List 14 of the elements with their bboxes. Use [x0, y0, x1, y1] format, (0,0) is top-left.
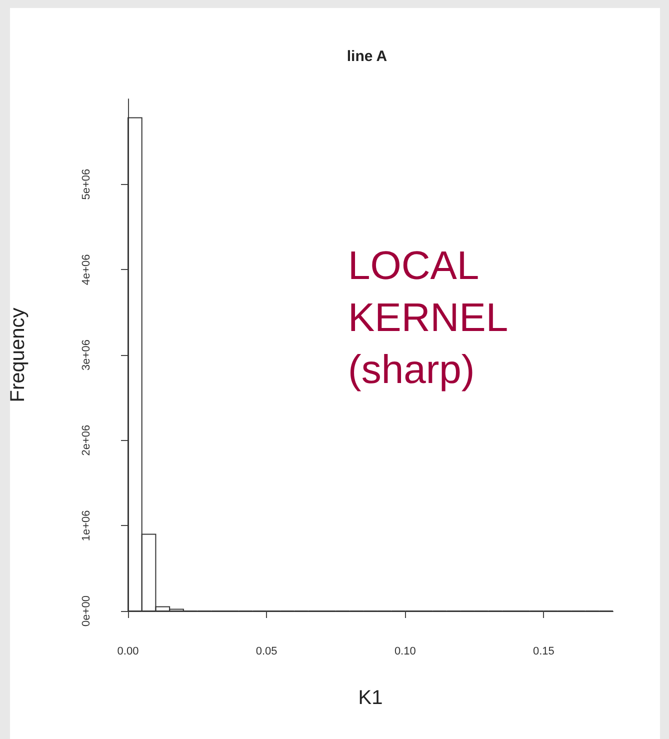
x-tick-label: 0.15 — [533, 646, 554, 658]
y-axis-title: Frequency — [7, 308, 29, 402]
chart-title: line A — [346, 48, 388, 65]
annotation: LOCAL KERNEL (sharp) — [348, 244, 508, 392]
x-tick-label: 0.10 — [394, 646, 416, 658]
x-axis-title: K1 — [358, 687, 383, 709]
y-tick-label: 2e+06 — [80, 424, 92, 456]
y-tick-label: 1e+06 — [80, 510, 92, 542]
x-tick-label: 0.00 — [117, 646, 139, 658]
x-tick-label: 0.05 — [256, 646, 278, 658]
y-tick-label: 5e+06 — [80, 168, 92, 200]
y-tick-label: 3e+06 — [80, 340, 92, 370]
y-tick-label: 4e+06 — [80, 254, 92, 286]
y-tick-label: 0e+00 — [80, 596, 92, 626]
